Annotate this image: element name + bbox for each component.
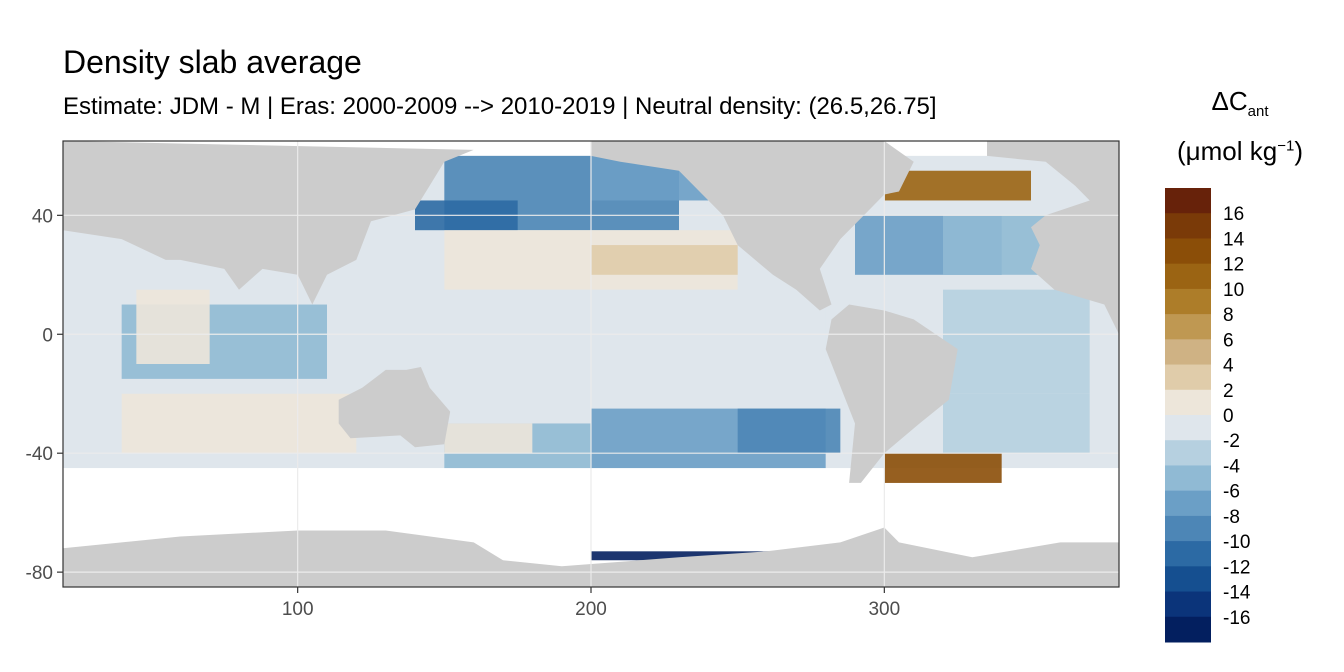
legend-color-bin <box>1165 288 1211 315</box>
heatmap-region <box>884 170 1031 201</box>
legend-color-bin <box>1165 616 1211 643</box>
legend-color-bin <box>1165 238 1211 265</box>
legend-subscript: ant <box>1247 103 1269 121</box>
legend-tick-label: 2 <box>1223 381 1234 402</box>
legend-color-bin <box>1165 314 1211 340</box>
legend-tick-label: 6 <box>1223 330 1234 351</box>
legend-color-bin <box>1165 415 1211 441</box>
legend-tick-label: -10 <box>1223 532 1250 553</box>
heatmap-region <box>591 245 738 275</box>
legend-tick-label: 0 <box>1223 406 1234 427</box>
legend-color-bin <box>1165 515 1211 542</box>
chart-title: Density slab average <box>63 44 362 80</box>
legend-color-bin <box>1165 541 1211 567</box>
legend-tick-label: 16 <box>1223 204 1244 225</box>
y-tick-label: -40 <box>26 444 53 465</box>
colorbar-legend: 16 14 12 10 8 6 4 2 0 -2 -4 -6 -8 -10 -12 -14 -16 <box>1165 188 1251 643</box>
y-tick-label: 40 <box>32 206 53 227</box>
legend-tick-label: 12 <box>1223 255 1244 276</box>
legend-tick-label: -16 <box>1223 608 1250 629</box>
heatmap-region <box>884 453 1002 483</box>
legend-tick-label: -6 <box>1223 482 1240 503</box>
legend-color-bin <box>1165 389 1211 416</box>
land-polygon <box>987 141 1119 335</box>
y-tick-label: 0 <box>42 325 53 346</box>
legend-color-bin <box>1165 465 1211 492</box>
grid-lines <box>63 141 1119 587</box>
heatmap-region <box>121 393 357 454</box>
legend-unit-close: ) <box>1294 136 1303 166</box>
legend-color-bin <box>1165 339 1211 366</box>
heatmap-region <box>737 408 841 454</box>
legend-symbol: ΔC <box>1211 86 1248 116</box>
legend-color-bin <box>1165 364 1211 391</box>
heatmap-region <box>444 423 533 454</box>
legend-color-bin <box>1165 490 1211 517</box>
legend-tick-label: 4 <box>1223 356 1234 377</box>
heatmap-region <box>136 289 210 364</box>
legend-title-symbol: ΔCant <box>1160 86 1320 120</box>
legend-tick-label: -12 <box>1223 557 1250 578</box>
land-polygon <box>591 141 914 311</box>
legend-tick-label: -2 <box>1223 431 1240 452</box>
legend-tick-label: -8 <box>1223 507 1240 528</box>
land-polygon <box>338 367 451 448</box>
legend-tick-label: 10 <box>1223 280 1244 301</box>
legend-tick-label: -14 <box>1223 583 1251 604</box>
chart-subtitle: Estimate: JDM - M | Eras: 2000-2009 --> … <box>63 93 937 120</box>
legend-color-bin <box>1165 591 1211 618</box>
heatmap-region <box>943 289 1090 394</box>
legend-color-bin <box>1165 188 1211 214</box>
legend-tick-label: 8 <box>1223 305 1234 326</box>
legend-color-bin <box>1165 263 1211 290</box>
legend-tick-label: 14 <box>1223 229 1245 250</box>
legend-color-bin <box>1165 566 1211 593</box>
y-tick-label: -80 <box>26 563 53 584</box>
legend-unit-exponent: −1 <box>1277 137 1295 155</box>
x-tick-label: 300 <box>868 599 900 620</box>
legend-unit-open: (μmol kg <box>1177 136 1278 166</box>
legend-color-bin <box>1165 213 1211 239</box>
legend-color-bin <box>1165 440 1211 466</box>
heatmap-region <box>943 393 1090 454</box>
legend-tick-label: -4 <box>1223 456 1240 477</box>
land-polygon <box>825 304 958 483</box>
legend-title-unit: (μmol kg−1) <box>1160 136 1320 167</box>
x-tick-label: 100 <box>282 599 314 620</box>
x-tick-label: 200 <box>575 599 607 620</box>
